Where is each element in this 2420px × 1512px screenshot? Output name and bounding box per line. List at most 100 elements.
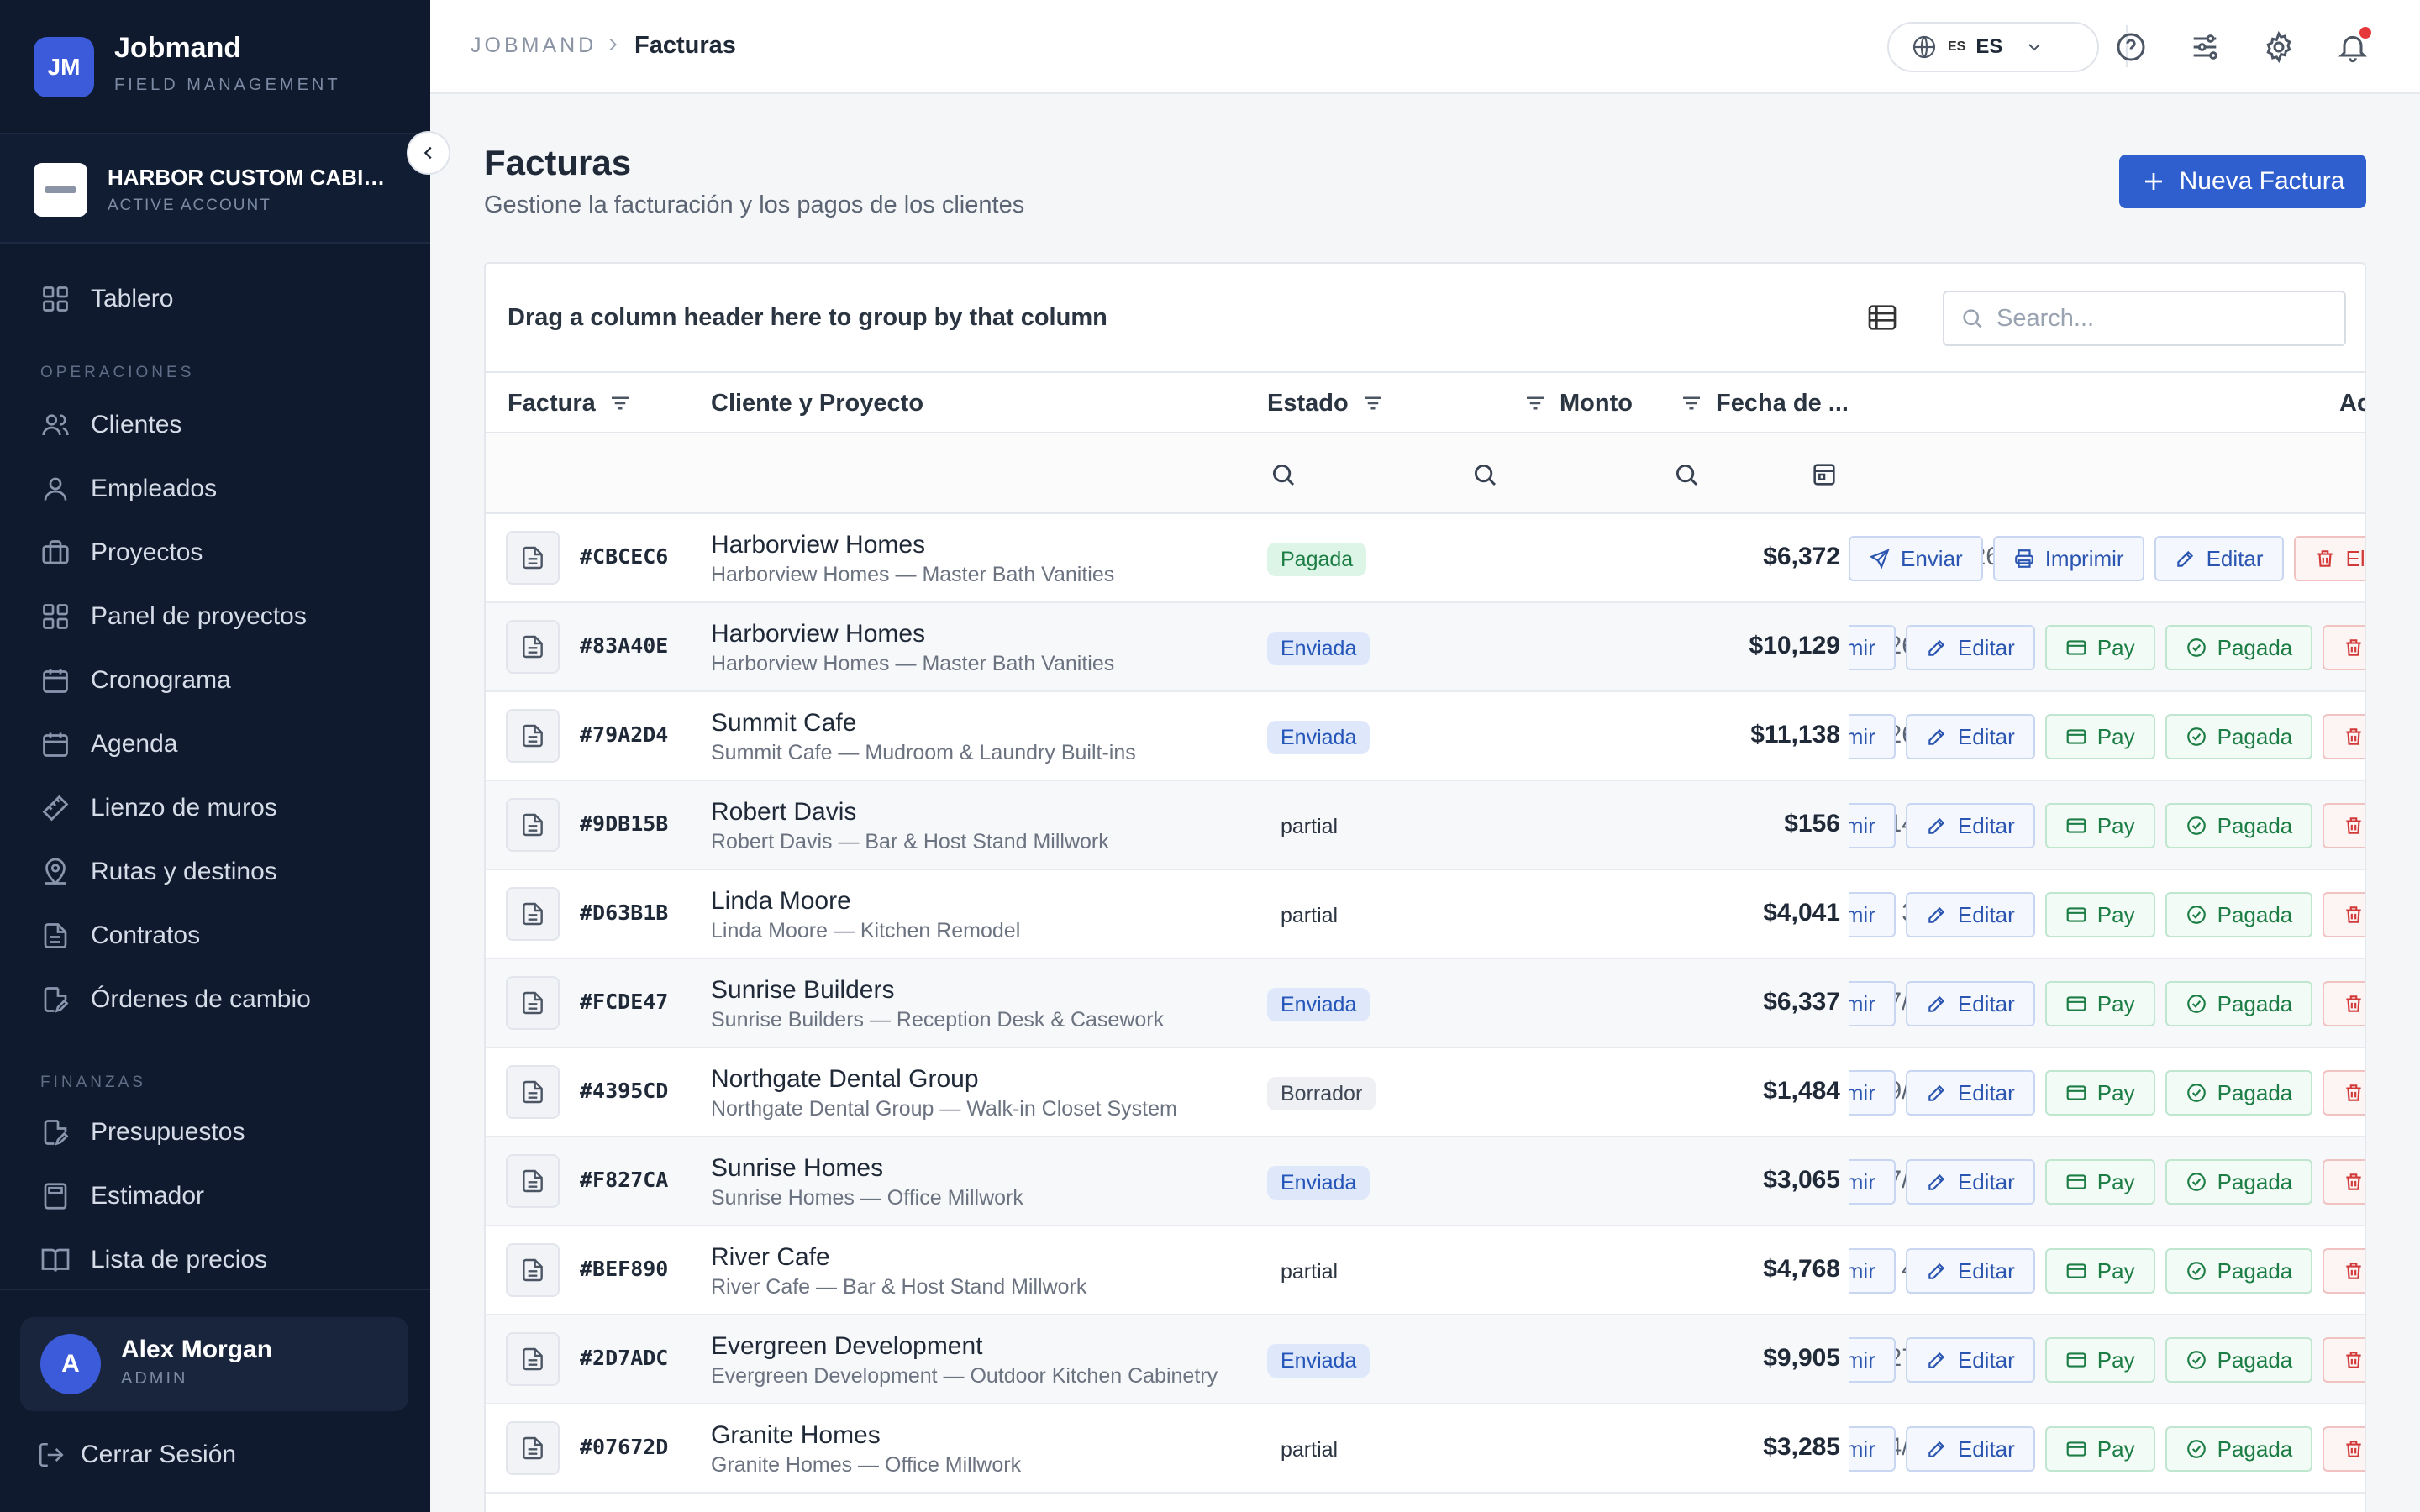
print-button[interactable]: Imprimir: [1849, 1159, 1896, 1205]
logout-button[interactable]: Cerrar Sesión: [37, 1430, 236, 1480]
print-button[interactable]: Imprimir: [1849, 803, 1896, 848]
filter-icon[interactable]: [1679, 391, 1704, 416]
print-button[interactable]: Imprimir: [1849, 1248, 1896, 1294]
table-row[interactable]: #BEF890 River Cafe River Cafe — Bar & Host…: [486, 1226, 2365, 1315]
invoice-number[interactable]: #F827CA: [580, 1168, 669, 1192]
pay-button[interactable]: Pay: [2044, 981, 2155, 1026]
new-invoice-button[interactable]: Nueva Factura: [2119, 155, 2366, 208]
filter-icon[interactable]: [1360, 391, 1386, 416]
invoice-number[interactable]: #9DB15B: [580, 811, 669, 836]
delete-button[interactable]: Eliminar: [2293, 536, 2365, 581]
delete-button[interactable]: Eliminar: [2323, 981, 2365, 1026]
sidebar-item-empleados[interactable]: Empleados: [40, 464, 410, 514]
table-row[interactable]: #07672D Granite Homes Granite Homes — Offi…: [486, 1404, 2365, 1494]
column-header-factura[interactable]: Factura: [508, 373, 633, 433]
invoice-number[interactable]: #2D7ADC: [580, 1346, 669, 1370]
invoice-number[interactable]: #BEF890: [580, 1257, 669, 1281]
sidebar-item-ordenes-de-cambio[interactable]: Órdenes de cambio: [40, 974, 410, 1025]
invoice-number[interactable]: #79A2D4: [580, 722, 669, 747]
table-row[interactable]: #D63B1B Linda Moore Linda Moore — Kitchen …: [486, 870, 2365, 959]
mark-paid-button[interactable]: Pagada: [2165, 1426, 2313, 1472]
invoice-number[interactable]: #D63B1B: [580, 900, 669, 925]
sidebar-item-agenda[interactable]: Agenda: [40, 719, 410, 769]
table-row[interactable]: #CBCEC6 Harborview Homes Harborview Homes …: [486, 514, 2365, 603]
filter-icon[interactable]: [1523, 391, 1548, 416]
search-icon[interactable]: [1269, 460, 1297, 489]
sidebar-item-proyectos[interactable]: Proyectos: [40, 528, 410, 578]
mark-paid-button[interactable]: Pagada: [2165, 714, 2313, 759]
pay-button[interactable]: Pay: [2044, 1159, 2155, 1205]
sidebar-item-rutas-y-destinos[interactable]: Rutas y destinos: [40, 847, 410, 897]
search-icon[interactable]: [1672, 460, 1701, 489]
delete-button[interactable]: Eliminar: [2323, 1070, 2365, 1116]
filter-icon[interactable]: [608, 391, 633, 416]
edit-button[interactable]: Editar: [1905, 1337, 2035, 1383]
mark-paid-button[interactable]: Pagada: [2165, 803, 2313, 848]
print-button[interactable]: Imprimir: [1849, 1337, 1896, 1383]
mark-paid-button[interactable]: Pagada: [2165, 1337, 2313, 1383]
notifications-button[interactable]: [2333, 27, 2373, 67]
pay-button[interactable]: Pay: [2044, 1070, 2155, 1116]
edit-button[interactable]: Editar: [2154, 536, 2284, 581]
sidebar-item-tablero[interactable]: Tablero: [40, 274, 410, 324]
sidebar-item-contratos[interactable]: Contratos: [40, 911, 410, 961]
pay-button[interactable]: Pay: [2044, 803, 2155, 848]
print-button[interactable]: Imprimir: [1849, 714, 1896, 759]
sidebar-item-panel-de-proyectos[interactable]: Panel de proyectos: [40, 591, 410, 642]
column-header-cliente[interactable]: Cliente y Proyecto: [711, 373, 923, 433]
user-profile[interactable]: A Alex Morgan ADMIN: [20, 1317, 408, 1411]
column-chooser-icon[interactable]: [1865, 301, 1899, 334]
calendar-icon[interactable]: [1810, 460, 1839, 489]
edit-button[interactable]: Editar: [1905, 981, 2035, 1026]
table-row[interactable]: #4395CD Northgate Dental Group Northgate D…: [486, 1048, 2365, 1137]
edit-button[interactable]: Editar: [1905, 1159, 2035, 1205]
column-header-monto[interactable]: Monto: [1523, 373, 1633, 433]
brand-logo[interactable]: JM: [34, 37, 94, 97]
delete-button[interactable]: Eliminar: [2323, 1426, 2365, 1472]
table-row[interactable]: #F827CA Sunrise Homes Sunrise Homes — Offi…: [486, 1137, 2365, 1226]
invoice-number[interactable]: #83A40E: [580, 633, 669, 658]
sidebar-item-presupuestos[interactable]: Presupuestos: [40, 1107, 410, 1158]
invoice-number[interactable]: #FCDE47: [580, 990, 669, 1014]
preferences-button[interactable]: [2185, 27, 2225, 67]
invoice-number[interactable]: #CBCEC6: [580, 544, 669, 569]
help-button[interactable]: [2111, 27, 2151, 67]
delete-button[interactable]: Eliminar: [2323, 803, 2365, 848]
table-row[interactable]: #9DB15B Robert Davis Robert Davis — Bar & …: [486, 781, 2365, 870]
pay-button[interactable]: Pay: [2044, 1337, 2155, 1383]
invoice-number[interactable]: #07672D: [580, 1435, 669, 1459]
pay-button[interactable]: Pay: [2044, 1248, 2155, 1294]
breadcrumb-root[interactable]: JOBMAND: [471, 34, 597, 57]
delete-button[interactable]: Eliminar: [2323, 1337, 2365, 1383]
account-switcher[interactable]: HARBOR CUSTOM CABINETRY ACTIVE ACCOUNT: [0, 134, 430, 244]
print-button[interactable]: Imprimir: [1992, 536, 2144, 581]
mark-paid-button[interactable]: Pagada: [2165, 1070, 2313, 1116]
mark-paid-button[interactable]: Pagada: [2165, 892, 2313, 937]
sidebar-item-clientes[interactable]: Clientes: [40, 400, 410, 450]
collapse-sidebar-button[interactable]: [407, 131, 450, 175]
pay-button[interactable]: Pay: [2044, 714, 2155, 759]
mark-paid-button[interactable]: Pagada: [2165, 625, 2313, 670]
delete-button[interactable]: Eliminar: [2323, 892, 2365, 937]
print-button[interactable]: Imprimir: [1849, 1070, 1896, 1116]
search-icon[interactable]: [1470, 460, 1499, 489]
table-row[interactable]: #2D7ADC Evergreen Development Evergreen De…: [486, 1315, 2365, 1404]
print-button[interactable]: Imprimir: [1849, 892, 1896, 937]
search-input[interactable]: [1996, 304, 2316, 333]
table-row[interactable]: #79A2D4 Summit Cafe Summit Cafe — Mudroom …: [486, 692, 2365, 781]
mark-paid-button[interactable]: Pagada: [2165, 1159, 2313, 1205]
edit-button[interactable]: Editar: [1905, 625, 2035, 670]
edit-button[interactable]: Editar: [1905, 803, 2035, 848]
delete-button[interactable]: Eliminar: [2323, 1248, 2365, 1294]
mark-paid-button[interactable]: Pagada: [2165, 981, 2313, 1026]
invoice-number[interactable]: #4395CD: [580, 1079, 669, 1103]
edit-button[interactable]: Editar: [1905, 714, 2035, 759]
sidebar-item-lienzo-de-muros[interactable]: Lienzo de muros: [40, 783, 410, 833]
delete-button[interactable]: Eliminar: [2323, 1159, 2365, 1205]
settings-button[interactable]: [2259, 27, 2299, 67]
grid-search[interactable]: [1943, 291, 2346, 346]
table-row[interactable]: #83A40E Harborview Homes Harborview Homes …: [486, 603, 2365, 692]
sidebar-item-lista-de-precios[interactable]: Lista de precios: [40, 1235, 410, 1285]
table-row[interactable]: #FCDE47 Sunrise Builders Sunrise Builders …: [486, 959, 2365, 1048]
language-selector[interactable]: ES ES: [1887, 22, 2099, 72]
